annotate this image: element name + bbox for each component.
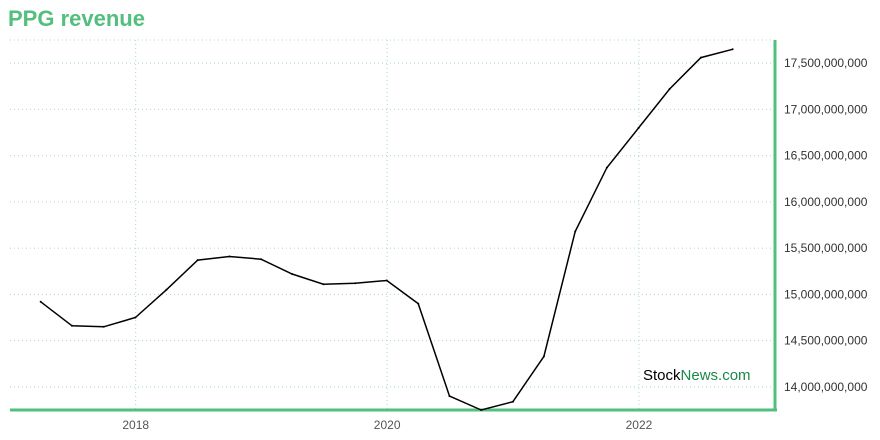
data-point [134, 316, 137, 319]
data-point [354, 282, 357, 285]
y-tick-label: 15,500,000,000 [784, 241, 868, 255]
chart-title: PPG revenue [8, 6, 145, 31]
data-point [102, 325, 105, 328]
data-point [385, 279, 388, 282]
y-tick-label: 17,500,000,000 [784, 56, 868, 70]
revenue-series-line [40, 48, 733, 411]
data-point [39, 300, 42, 303]
x-tick-labels: 2018 2020 2022 [122, 418, 652, 432]
data-point [731, 48, 734, 51]
y-tick-label: 16,000,000,000 [784, 195, 868, 209]
stocknews-watermark: StockNews.com [643, 367, 751, 384]
data-point [165, 288, 168, 291]
data-point [542, 355, 545, 358]
data-point [699, 56, 702, 59]
y-gridlines [10, 39, 775, 388]
data-point [637, 126, 640, 129]
data-point [322, 283, 325, 286]
data-point [196, 259, 199, 262]
y-tick-label: 14,500,000,000 [784, 334, 868, 348]
data-point [480, 409, 483, 411]
data-point [605, 166, 608, 169]
y-tick-label: 17,000,000,000 [784, 102, 868, 116]
x-tick-label: 2022 [626, 418, 653, 432]
watermark-part2: News.com [681, 367, 751, 384]
x-gridlines [135, 40, 640, 410]
data-point [291, 273, 294, 275]
y-tick-label: 16,500,000,000 [784, 149, 868, 163]
data-point [71, 324, 73, 327]
data-point [668, 88, 671, 90]
data-point [417, 302, 420, 305]
data-point [574, 230, 577, 233]
data-point [511, 400, 514, 403]
y-tick-label: 14,000,000,000 [784, 380, 868, 394]
x-tick-label: 2018 [122, 418, 149, 432]
watermark-part1: Stock [643, 367, 681, 384]
y-tick-label: 15,000,000,000 [784, 287, 868, 301]
y-tick-labels: 14,000,000,000 14,500,000,000 15,000,000,0… [784, 56, 868, 394]
data-point [228, 255, 231, 258]
data-point [260, 258, 263, 261]
data-points [39, 48, 734, 411]
x-tick-label: 2020 [374, 418, 401, 432]
data-point [448, 395, 451, 398]
